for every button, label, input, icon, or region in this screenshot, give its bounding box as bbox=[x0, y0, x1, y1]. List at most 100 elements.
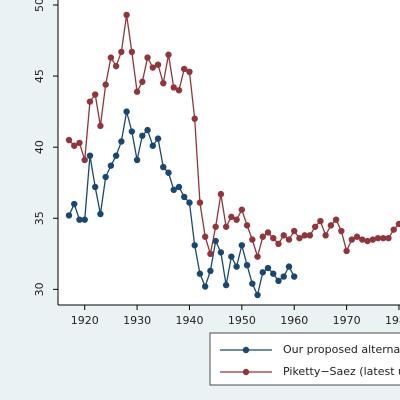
point bbox=[317, 217, 324, 225]
legend bbox=[209, 332, 400, 386]
point bbox=[385, 234, 392, 242]
y-tick-label: 35 bbox=[33, 211, 46, 225]
point bbox=[139, 132, 146, 139]
point bbox=[102, 173, 109, 181]
y-tick-label: 45 bbox=[33, 69, 46, 83]
point bbox=[181, 65, 188, 73]
point bbox=[133, 156, 141, 164]
point bbox=[154, 61, 162, 68]
point bbox=[249, 280, 256, 287]
x-tick-label: 1940 bbox=[175, 314, 203, 327]
point bbox=[112, 152, 120, 159]
point bbox=[196, 199, 204, 206]
point bbox=[217, 249, 225, 256]
point bbox=[186, 199, 193, 206]
point bbox=[395, 220, 400, 228]
point bbox=[149, 142, 156, 149]
point bbox=[353, 233, 361, 240]
point bbox=[275, 240, 282, 248]
point bbox=[390, 226, 397, 233]
point bbox=[212, 223, 219, 230]
point bbox=[149, 64, 156, 71]
point bbox=[270, 270, 277, 277]
x-tick-label: 1970 bbox=[333, 314, 361, 327]
point bbox=[118, 48, 125, 56]
legend-label: Piketty−Saez (latest u bbox=[283, 365, 400, 378]
point bbox=[154, 135, 162, 142]
point bbox=[65, 136, 73, 144]
point bbox=[343, 247, 350, 255]
point bbox=[291, 227, 298, 235]
y-tick-label: 40 bbox=[33, 140, 46, 154]
point bbox=[123, 108, 130, 115]
point bbox=[186, 68, 193, 76]
point bbox=[91, 91, 99, 98]
point bbox=[296, 234, 303, 242]
point bbox=[338, 227, 345, 235]
point bbox=[359, 236, 366, 243]
point bbox=[238, 206, 246, 213]
point bbox=[243, 261, 251, 269]
point bbox=[191, 115, 198, 122]
point bbox=[301, 232, 308, 239]
point bbox=[81, 156, 88, 164]
point bbox=[160, 79, 167, 87]
point bbox=[311, 223, 319, 230]
point bbox=[285, 263, 293, 270]
point bbox=[222, 281, 230, 289]
point bbox=[144, 54, 151, 61]
point bbox=[332, 216, 340, 223]
legend-marker bbox=[242, 368, 250, 376]
x-tick-label: 1930 bbox=[123, 314, 151, 327]
legend-marker bbox=[242, 346, 250, 354]
y-tick-label: 50 bbox=[33, 0, 46, 12]
point bbox=[270, 234, 277, 242]
point bbox=[280, 273, 287, 280]
point bbox=[254, 253, 261, 260]
point bbox=[165, 51, 172, 58]
point bbox=[86, 152, 94, 159]
point bbox=[259, 233, 266, 240]
point bbox=[374, 234, 382, 242]
point bbox=[133, 88, 141, 95]
point bbox=[380, 234, 387, 242]
point bbox=[264, 229, 272, 236]
point bbox=[264, 264, 272, 272]
point bbox=[233, 216, 240, 223]
point bbox=[76, 216, 83, 223]
point bbox=[259, 269, 266, 276]
point bbox=[65, 212, 73, 219]
point bbox=[165, 169, 172, 176]
point bbox=[364, 237, 371, 245]
point bbox=[254, 291, 261, 299]
y-tick-label: 30 bbox=[33, 282, 46, 296]
point bbox=[201, 233, 209, 240]
point bbox=[212, 237, 219, 245]
point bbox=[348, 236, 356, 243]
point bbox=[217, 190, 225, 198]
point bbox=[118, 138, 125, 145]
point bbox=[128, 48, 136, 56]
point bbox=[228, 213, 235, 221]
point bbox=[291, 273, 298, 280]
plot-area bbox=[58, 0, 400, 305]
point bbox=[201, 283, 209, 290]
point bbox=[181, 193, 188, 201]
point bbox=[280, 232, 287, 239]
point bbox=[322, 232, 329, 239]
point bbox=[327, 222, 335, 229]
point bbox=[76, 139, 83, 147]
point bbox=[170, 186, 177, 194]
point bbox=[207, 267, 214, 275]
point bbox=[144, 126, 151, 134]
point bbox=[238, 242, 246, 249]
x-tick-label: 1980 bbox=[385, 314, 400, 327]
point bbox=[243, 222, 251, 229]
point bbox=[107, 162, 115, 169]
legend-label: Our proposed alternat bbox=[283, 343, 400, 356]
x-tick-label: 1920 bbox=[71, 314, 99, 327]
x-tick-label: 1950 bbox=[228, 314, 256, 327]
point bbox=[102, 81, 109, 88]
point bbox=[306, 232, 314, 239]
